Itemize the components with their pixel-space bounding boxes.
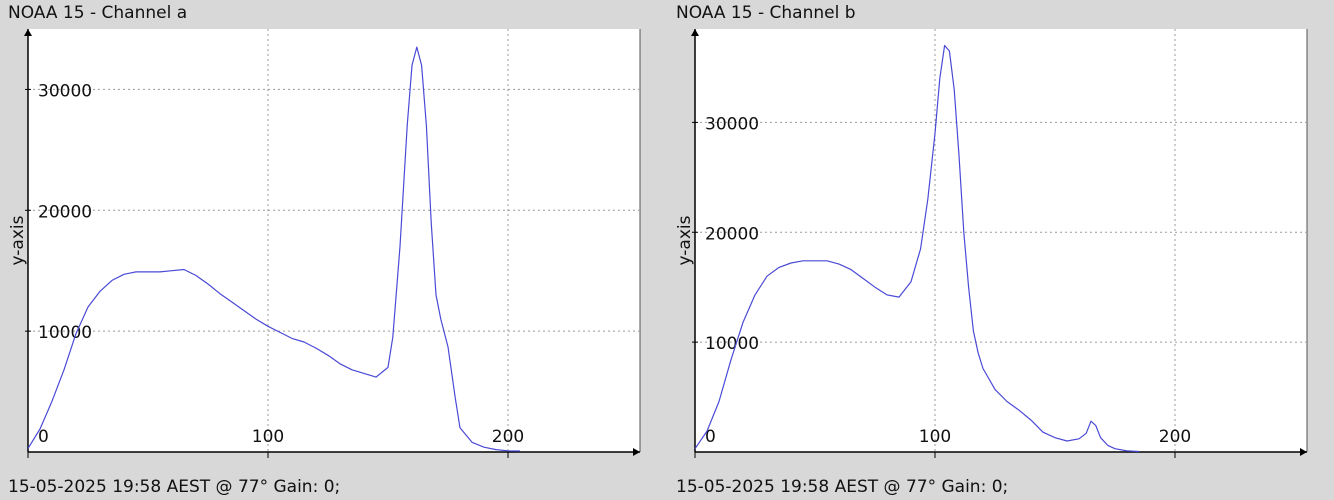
- y-axis-label-b: y-axis: [675, 215, 695, 265]
- panel-footer-channel-a: 15-05-2025 19:58 AEST @ 77° Gain: 0;: [8, 477, 341, 497]
- x-tick-label-a-0: 0: [38, 427, 49, 447]
- series-line-b-0: [694, 44, 1140, 453]
- x-tick-label-b-100: 100: [919, 427, 951, 447]
- y-tick-label-a-10000: 10000: [38, 323, 92, 343]
- panel-footer-channel-b: 15-05-2025 19:58 AEST @ 77° Gain: 0;: [676, 477, 1009, 497]
- series-line-a-0: [27, 46, 521, 452]
- plot-area-a: [28, 29, 640, 452]
- y-axis-arrow-b: [691, 29, 699, 36]
- plot-area-b: [695, 29, 1307, 452]
- panel-title-channel-b: NOAA 15 - Channel b: [676, 3, 856, 23]
- y-tick-label-a-30000: 30000: [38, 81, 92, 101]
- x-tick-label-a-200: 200: [492, 427, 524, 447]
- x-tick-label-a-100: 100: [252, 427, 284, 447]
- y-tick-label-a-20000: 20000: [38, 202, 92, 222]
- x-axis-arrow-a: [633, 448, 640, 456]
- y-axis-label-a: y-axis: [8, 215, 28, 265]
- y-tick-label-b-30000: 30000: [705, 114, 759, 134]
- y-tick-label-b-20000: 20000: [705, 224, 759, 244]
- y-tick-label-b-10000: 10000: [705, 334, 759, 354]
- x-axis-arrow-b: [1300, 448, 1307, 456]
- y-axis-arrow-a: [24, 29, 32, 36]
- panel-title-channel-a: NOAA 15 - Channel a: [8, 3, 188, 23]
- x-tick-label-b-0: 0: [705, 427, 716, 447]
- x-tick-label-b-200: 200: [1159, 427, 1191, 447]
